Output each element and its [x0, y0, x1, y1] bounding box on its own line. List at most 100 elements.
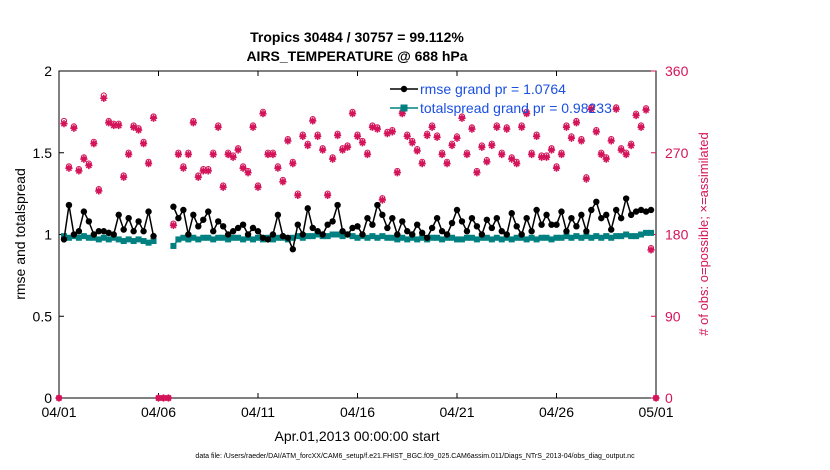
obs-assimilated-point — [537, 153, 546, 161]
chart-title-line1: Tropics 30484 / 30757 = 99.112% — [250, 29, 464, 45]
rmse-point — [583, 228, 590, 235]
rmse-point — [180, 206, 187, 214]
rmse-point — [95, 228, 103, 235]
rmse-point — [488, 224, 496, 232]
totalspread-point — [75, 234, 82, 241]
obs-assimilated-point — [110, 121, 118, 130]
obs-assimilated-point — [617, 146, 625, 154]
obs-assimilated-point — [567, 134, 576, 142]
totalspread-point — [314, 231, 321, 238]
totalspread-point — [548, 236, 555, 243]
rmse-point — [215, 218, 222, 225]
obs-assimilated-point — [503, 125, 511, 133]
totalspread-point — [429, 234, 436, 241]
rmse-point — [483, 216, 491, 223]
obs-assimilated-point — [194, 173, 202, 181]
rmse-point — [289, 246, 297, 253]
totalspread-point — [299, 234, 306, 241]
rmse-point — [120, 226, 127, 233]
obs-assimilated-point — [304, 141, 312, 150]
rmse-point — [478, 231, 486, 238]
y-right-tick-label: 180 — [665, 227, 689, 243]
rmse-point — [443, 231, 451, 238]
rmse-point — [130, 228, 137, 235]
obs-assimilated-point — [453, 134, 461, 142]
totalspread-point — [598, 234, 605, 241]
y-axis-left-label: rmse and totalspread — [12, 168, 28, 300]
plot-area — [58, 70, 657, 399]
obs-assimilated-point — [448, 141, 456, 150]
x-tick-label: 04/11 — [241, 404, 275, 420]
obs-assimilated-point — [184, 150, 192, 159]
obs-assimilated-point — [597, 150, 605, 159]
totalspread-point — [190, 234, 197, 241]
totalspread-point — [468, 234, 475, 241]
rmse-point — [538, 221, 545, 228]
totalspread-point — [463, 234, 470, 241]
rmse-point — [65, 201, 73, 209]
obs-assimilated-point — [135, 126, 143, 134]
totalspread-point — [558, 234, 565, 241]
obs-assimilated-point — [159, 394, 168, 402]
obs-assimilated-point — [562, 123, 571, 131]
y-axis-left: 0 0.5 1 1.5 2 — [33, 63, 64, 406]
totalspread-point — [80, 233, 87, 240]
totalspread-point — [145, 239, 152, 246]
obs-assimilated-point — [637, 123, 645, 131]
rmse-point — [75, 228, 83, 235]
totalspread-point — [608, 234, 615, 241]
totalspread-point — [339, 233, 346, 240]
rmse-point — [344, 231, 351, 238]
obs-assimilated-point — [523, 110, 531, 118]
y-left-tick-label: 1.5 — [33, 145, 53, 161]
totalspread-point — [105, 236, 112, 243]
rmse-point — [210, 228, 217, 235]
obs-assimilated-point — [513, 160, 521, 168]
rmse-point — [558, 208, 565, 215]
rmse-point — [588, 206, 595, 214]
totalspread-point — [95, 236, 102, 243]
rmse-point — [493, 214, 500, 222]
totalspread-point — [150, 238, 157, 245]
rmse-point — [503, 231, 510, 238]
totalspread-point — [205, 234, 212, 241]
obs-assimilated-point — [244, 169, 252, 177]
obs-assimilated-point — [378, 196, 386, 204]
obs-assimilated-point — [443, 160, 451, 168]
totalspread-point — [543, 234, 550, 241]
rmse-point — [274, 211, 282, 219]
rmse-point — [219, 223, 227, 230]
rmse-point — [105, 229, 112, 237]
obs-assimilated-point — [55, 394, 63, 402]
rmse-point — [399, 218, 406, 225]
obs-assimilated-point — [363, 150, 372, 159]
obs-assimilated-point — [144, 160, 153, 168]
rmse-point — [90, 231, 98, 238]
rmse-point — [384, 224, 391, 232]
totalspread-point — [449, 234, 456, 241]
totalspread-point — [185, 236, 192, 243]
obs-assimilated-point — [528, 150, 536, 159]
rmse-point — [578, 211, 585, 219]
obs-assimilated-point — [259, 110, 267, 118]
totalspread-point — [85, 234, 92, 241]
obs-assimilated-point — [557, 150, 566, 159]
rmse-point — [369, 221, 376, 228]
y-axis-right: 0 90 180 270 360 — [651, 63, 689, 406]
totalspread-point — [115, 236, 122, 243]
rmse-point — [339, 228, 346, 235]
obs-assimilated-point — [483, 158, 491, 166]
x-tick-label: 04/16 — [340, 404, 375, 420]
obs-assimilated-point — [60, 120, 68, 128]
totalspread-point — [628, 233, 635, 240]
totalspread-point — [250, 236, 257, 243]
obs-assimilated-point — [224, 150, 232, 159]
rmse-point — [175, 214, 182, 222]
totalspread-point — [454, 236, 460, 243]
obs-assimilated-point — [338, 146, 347, 154]
legend: rmse grand pr = 1.0764 totalspread grand… — [390, 81, 612, 116]
totalspread-point — [269, 236, 276, 243]
rmse-point — [428, 224, 436, 232]
totalspread-point — [638, 231, 645, 238]
totalspread-point — [274, 234, 281, 241]
